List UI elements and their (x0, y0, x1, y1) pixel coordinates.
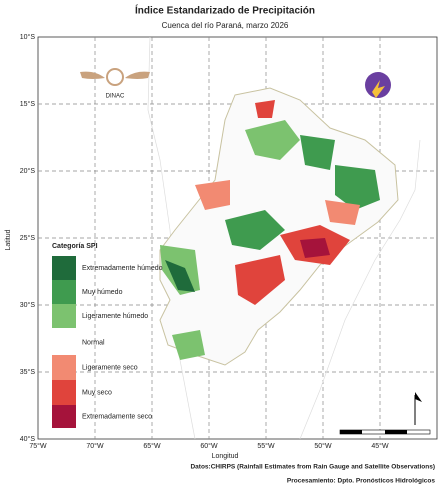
y-tick-label: 10°S (20, 33, 36, 41)
spi-area (300, 135, 335, 170)
legend-label: Extremadamente húmedo (82, 265, 163, 272)
legend-swatch (52, 304, 76, 328)
legend-swatch (52, 355, 76, 380)
x-tick-label: 75°W (29, 442, 47, 450)
x-tick-label: 55°W (257, 442, 275, 450)
footer-processing: Procesamiento: Dpto. Pronósticos Hidroló… (287, 478, 435, 485)
spi-area (300, 238, 330, 258)
y-tick-label: 40°S (20, 435, 36, 443)
x-axis-label: Longitud (212, 453, 239, 460)
y-axis-label: Latitud (5, 229, 12, 250)
spi-area (325, 200, 360, 225)
spi-area (172, 330, 205, 360)
legend-label: Muy seco (82, 389, 112, 396)
north-arrow (414, 392, 422, 425)
legend-swatch (52, 380, 76, 405)
legend-label: Extremadamente seco (82, 413, 152, 420)
logo-text: DINAC (106, 94, 125, 100)
spi-area (255, 100, 275, 118)
spi-area (335, 165, 380, 210)
legend-label: Ligeramente húmedo (82, 313, 148, 320)
weather-logo (365, 72, 391, 98)
x-tick-label: 65°W (143, 442, 161, 450)
y-tick-label: 15°S (20, 100, 36, 108)
scale-bar (339, 429, 431, 435)
x-tick-label: 50°W (314, 442, 332, 450)
legend-title: Categoría SPI (52, 243, 98, 250)
y-tick-label: 20°S (20, 167, 36, 175)
spi-area (225, 210, 285, 250)
legend: Categoría SPI Extremadamente húmedo Muy hú… (52, 243, 163, 428)
y-tick-label: 25°S (20, 234, 36, 242)
title: Índice Estandarizado de Precipitación (135, 4, 315, 17)
spi-area (165, 260, 195, 292)
legend-label: Ligeramente seco (82, 364, 138, 371)
y-tick-label: 30°S (20, 301, 36, 309)
y-tick-label: 35°S (20, 368, 36, 376)
legend-swatch (52, 256, 76, 280)
x-tick-label: 60°W (200, 442, 218, 450)
legend-swatch (52, 405, 76, 428)
dinac-logo: DINAC (80, 68, 150, 100)
legend-label: Muy húmedo (82, 289, 123, 296)
coastline (299, 139, 421, 440)
x-tick-label: 45°W (371, 442, 389, 450)
footer-data: Datos:CHIRPS (Rainfall Estimates from Ra… (190, 464, 435, 471)
spi-area (195, 180, 230, 210)
legend-swatch (52, 330, 76, 355)
spi-area (235, 255, 285, 305)
x-tick-label: 70°W (86, 442, 104, 450)
spi-area (245, 120, 300, 160)
legend-label: Normal (82, 339, 105, 346)
subtitle: Cuenca del río Paraná, marzo 2026 (162, 21, 289, 30)
legend-swatch (52, 280, 76, 304)
